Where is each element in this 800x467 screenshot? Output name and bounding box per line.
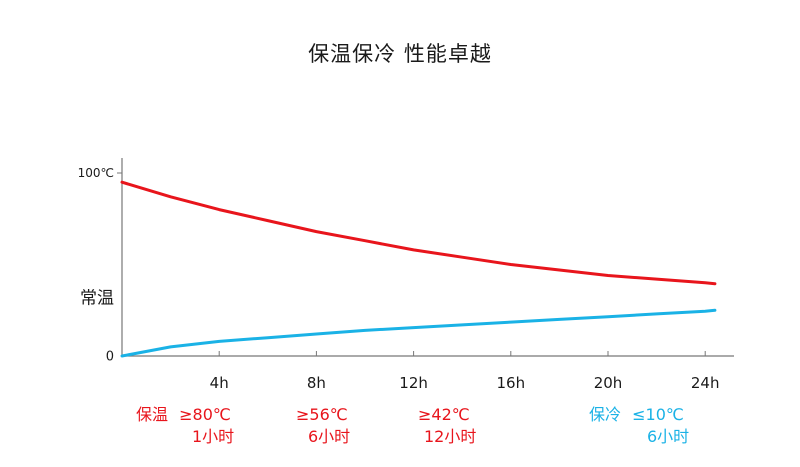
hot-temp-3: ≥42℃ bbox=[418, 405, 470, 424]
cold-time-1: 6小时 bbox=[647, 427, 690, 446]
hot-time-1: 1小时 bbox=[192, 427, 235, 446]
hot-note-2: ≥56℃ 6小时 bbox=[296, 404, 350, 448]
x-tick-label: 24h bbox=[691, 374, 720, 392]
y-axis-ticks: 100℃ 常温 0 bbox=[78, 166, 122, 365]
y-tick-label: 0 bbox=[106, 350, 114, 365]
x-tick-label: 12h bbox=[399, 374, 428, 392]
hot-temp-1: ≥80℃ bbox=[179, 405, 231, 424]
cold-temp-1: ≤10℃ bbox=[632, 405, 684, 424]
x-tick-label: 20h bbox=[594, 374, 623, 392]
series-lines bbox=[120, 180, 717, 358]
hot-note-3: ≥42℃ 12小时 bbox=[418, 404, 476, 448]
x-tick-label: 8h bbox=[307, 374, 326, 392]
chart-title: 保温保冷 性能卓越 bbox=[308, 42, 492, 66]
series-line-1 bbox=[120, 180, 717, 286]
cold-note-1: 保冷 ≤10℃ 6小时 bbox=[589, 404, 689, 448]
axes bbox=[121, 158, 734, 357]
y-tick-label: 100℃ bbox=[78, 166, 114, 180]
x-axis-ticks: 4h 8h 12h 16h 20h 24h bbox=[210, 351, 720, 392]
hot-time-3: 12小时 bbox=[424, 427, 477, 446]
hot-temp-2: ≥56℃ bbox=[296, 405, 348, 424]
cold-label: 保冷 bbox=[589, 405, 622, 424]
hot-label: 保温 bbox=[136, 405, 169, 424]
series-line-2 bbox=[120, 308, 717, 358]
x-tick-label: 4h bbox=[210, 374, 229, 392]
hot-time-2: 6小时 bbox=[308, 427, 351, 446]
x-tick-label: 16h bbox=[497, 374, 526, 392]
hot-note-1: 保温 ≥80℃ 1小时 bbox=[136, 404, 234, 448]
y-tick-label: 常温 bbox=[80, 288, 114, 308]
